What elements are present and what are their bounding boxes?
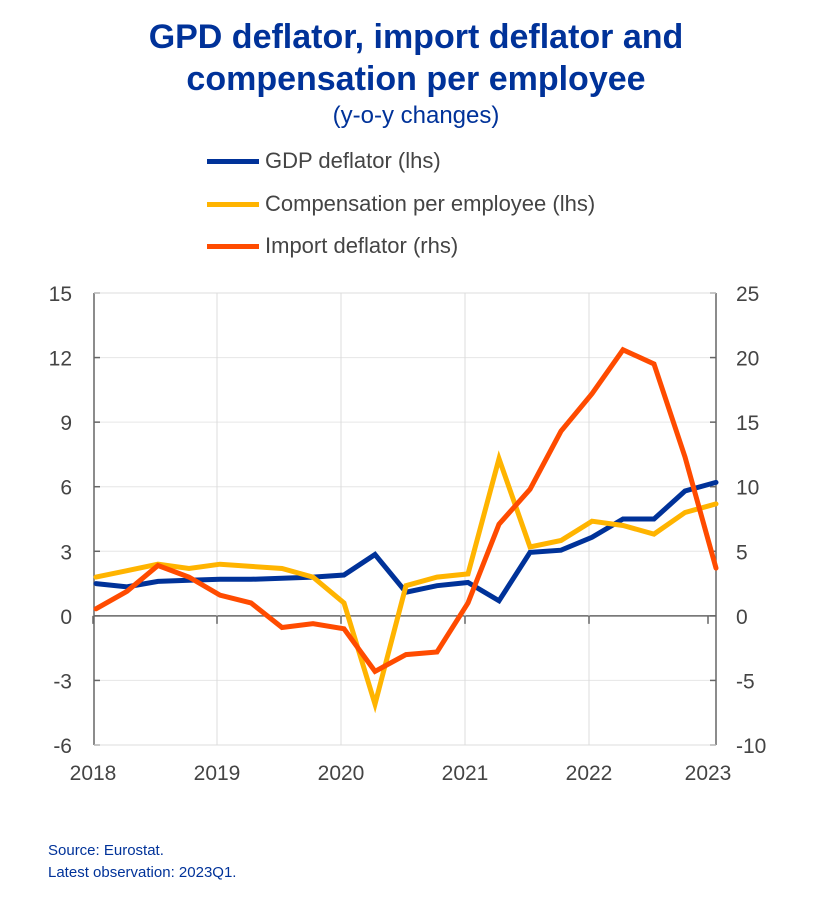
x-tick-label: 2019 — [194, 762, 241, 785]
x-tick-label: 2021 — [442, 762, 489, 785]
series-line-gdp — [93, 479, 719, 605]
legend-label: Import deflator (rhs) — [265, 233, 459, 258]
legend-compensation: Compensation per employee (lhs) — [207, 189, 595, 219]
left-tick-label: -6 — [53, 735, 72, 758]
left-tick-label: 15 — [49, 283, 72, 306]
legend-swatch-import — [207, 243, 259, 249]
series-line-import — [93, 346, 719, 675]
legend-gdp-deflator: GDP deflator (lhs) — [207, 146, 441, 176]
chart-title-line-1: GPD deflator, import deflator and — [148, 18, 684, 56]
right-tick-label: 10 — [736, 477, 759, 500]
chart-title-line-2: compensation per employee — [186, 60, 646, 98]
latest-observation-note: Latest observation: 2023Q1. — [48, 864, 237, 881]
right-tick-label: 15 — [736, 412, 759, 435]
x-tick-label: 2023 — [685, 762, 732, 785]
legend-import-deflator: Import deflator (rhs) — [207, 231, 458, 261]
legend-label: GDP deflator (lhs) — [265, 148, 441, 173]
left-tick-label: 6 — [60, 477, 72, 500]
right-tick-label: 25 — [736, 283, 759, 306]
series-line-compensation — [93, 450, 719, 714]
left-tick-label: -3 — [53, 670, 72, 693]
right-tick-label: 20 — [736, 348, 759, 371]
left-tick-label: 9 — [60, 412, 72, 435]
legend-label: Compensation per employee (lhs) — [265, 191, 596, 216]
right-tick-label: 5 — [736, 541, 748, 564]
legend-swatch-compensation — [207, 201, 259, 207]
x-tick-label: 2020 — [318, 762, 365, 785]
legend-swatch-gdp — [207, 158, 259, 164]
left-tick-label: 12 — [49, 348, 72, 371]
right-tick-label: -10 — [736, 735, 766, 758]
x-tick-label: 2022 — [566, 762, 613, 785]
right-tick-label: -5 — [736, 670, 755, 693]
chart-subtitle: (y-o-y changes) — [332, 102, 500, 129]
source-note: Source: Eurostat. — [48, 842, 164, 859]
x-tick-label: 2018 — [70, 762, 117, 785]
left-tick-label: 0 — [60, 606, 72, 629]
right-tick-label: 0 — [736, 606, 748, 629]
left-tick-label: 3 — [60, 541, 72, 564]
